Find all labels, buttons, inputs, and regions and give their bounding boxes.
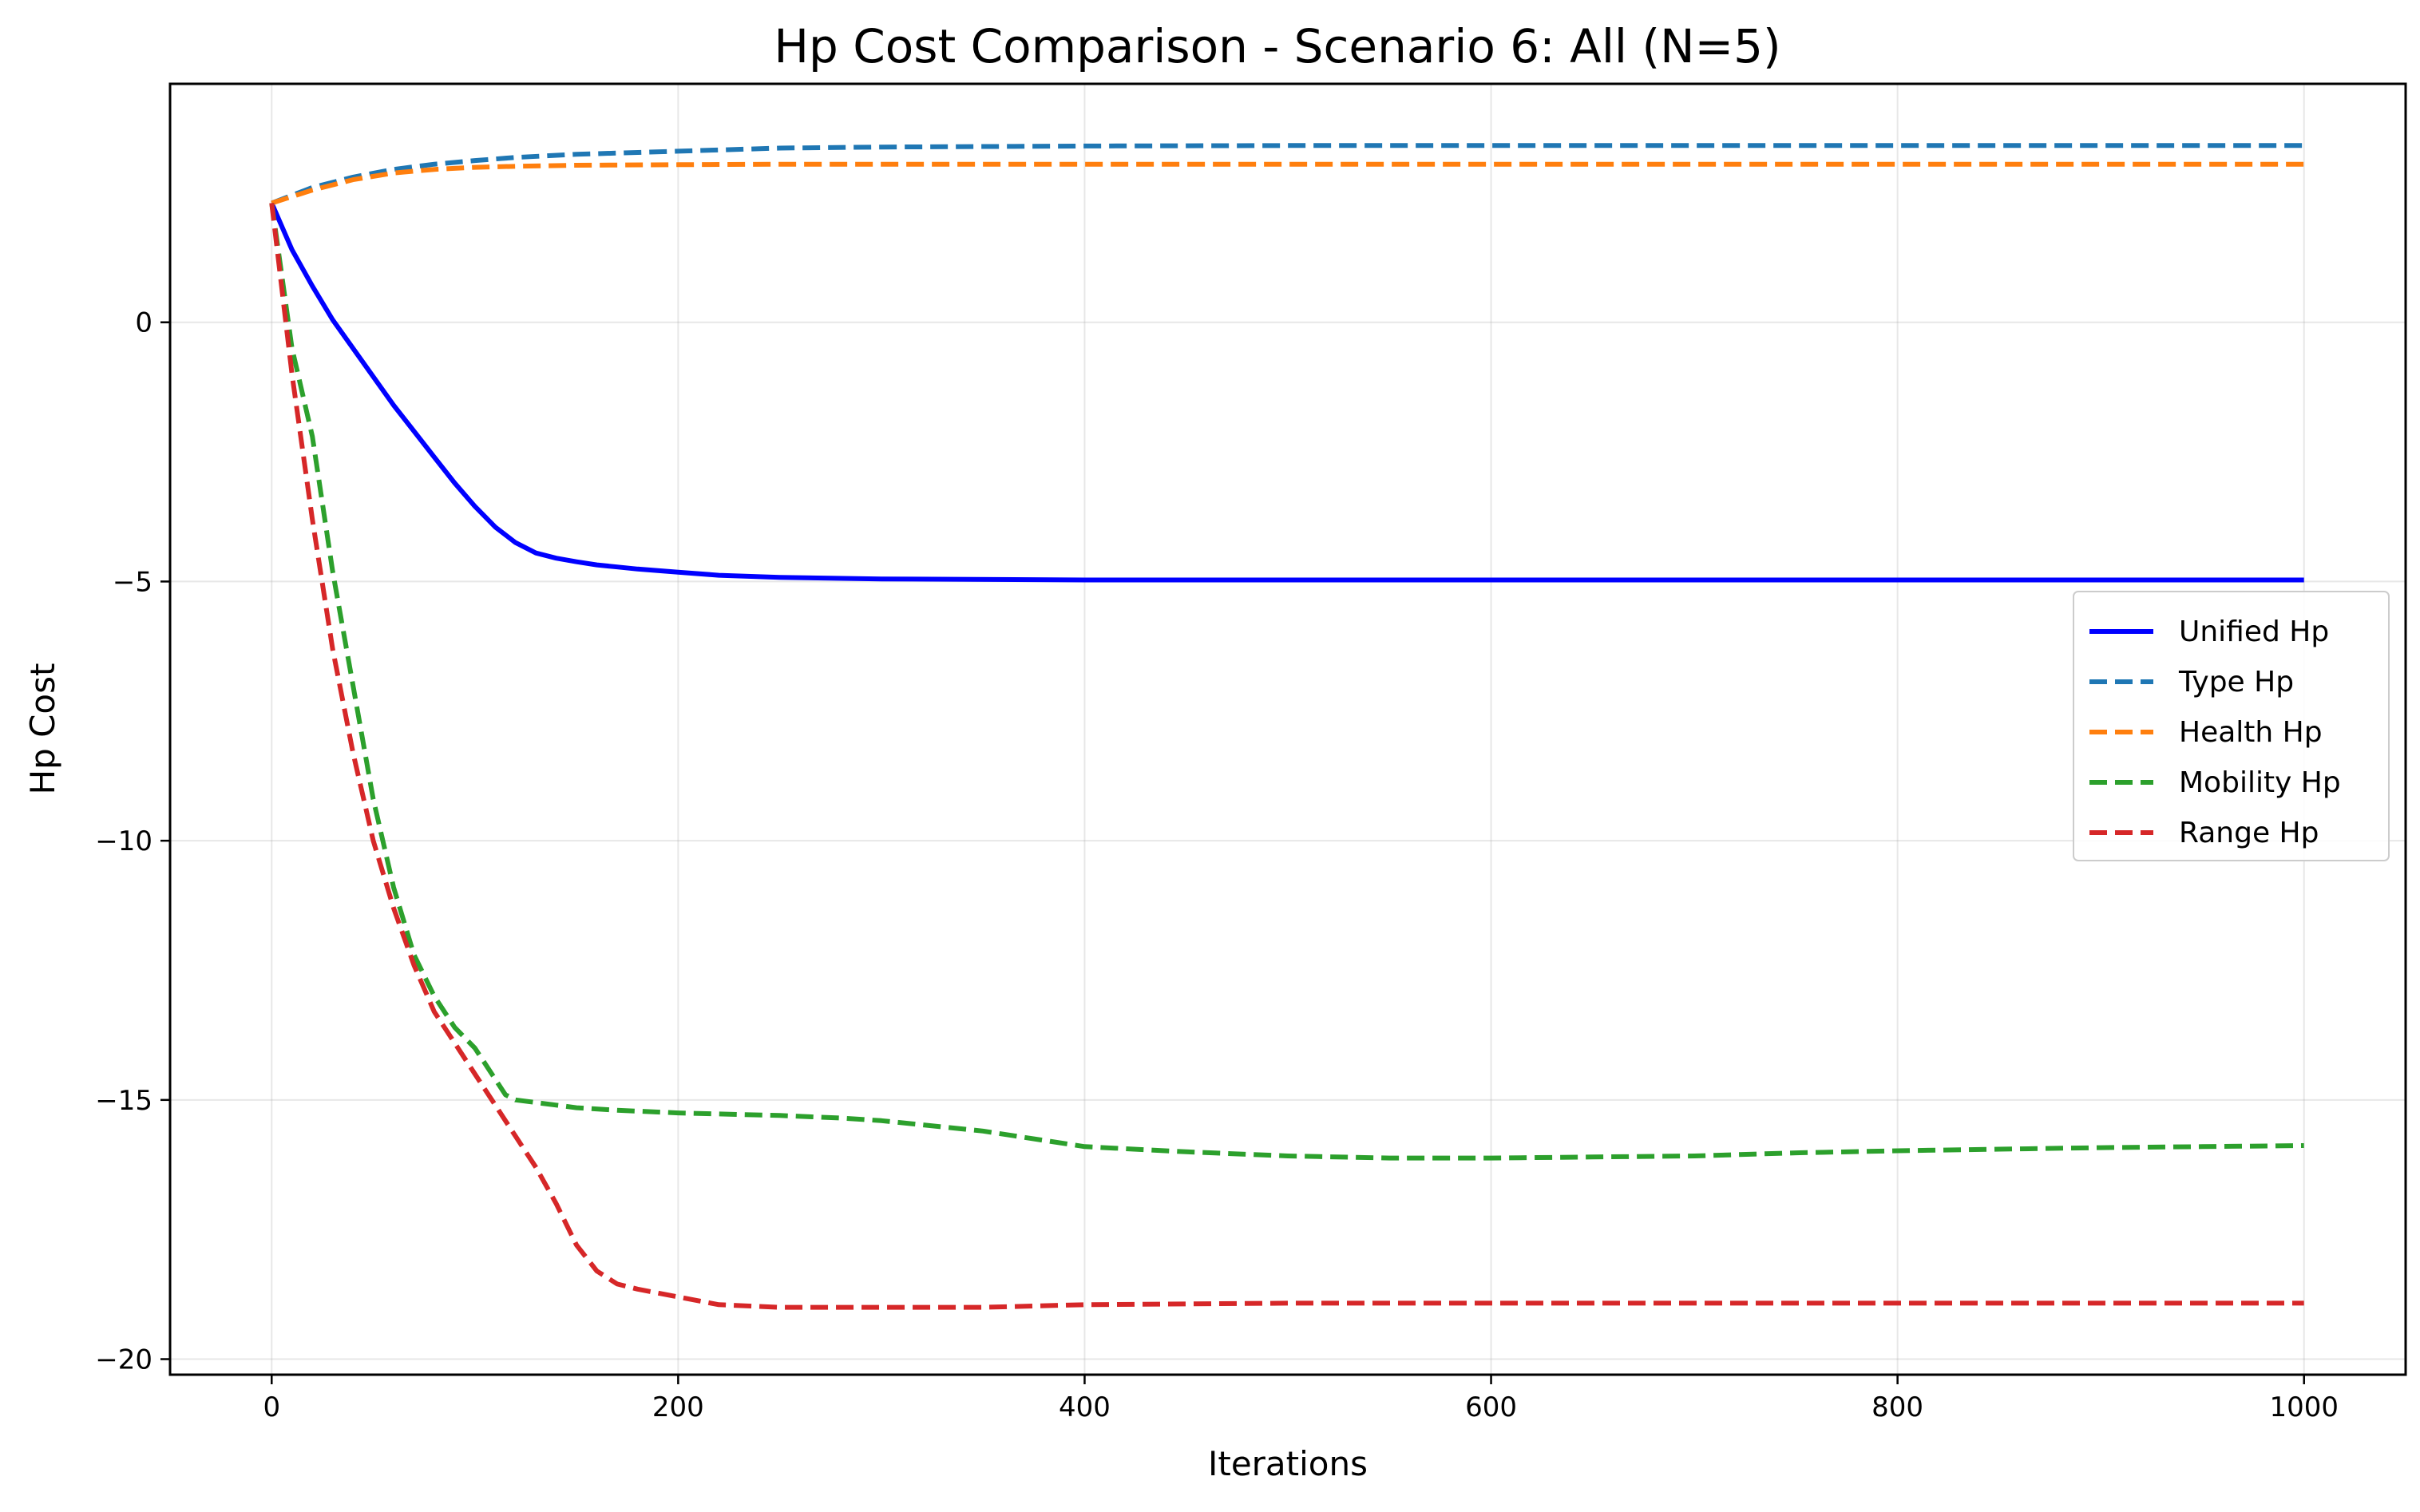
x-tick-label: 200 <box>652 1391 704 1423</box>
legend: Unified Hp Type Hp Health Hp Mobility Hp Ran… <box>2073 591 2390 861</box>
chart-title: Hp Cost Comparison - Scenario 6: All (N=… <box>774 19 1780 73</box>
data-series <box>269 143 2304 1310</box>
y-tick-label: −15 <box>95 1085 152 1117</box>
series-line-health-hp <box>271 161 2304 206</box>
series-line-type-hp <box>271 143 2304 206</box>
x-tick-label: 1000 <box>2269 1391 2339 1423</box>
x-tick-label: 600 <box>1465 1391 1517 1423</box>
series-line-mobility-hp <box>269 202 2304 1161</box>
series-line-unified-hp <box>269 202 2304 583</box>
y-axis-label: Hp Cost <box>23 663 62 795</box>
legend-entry-label: Health Hp <box>2179 716 2323 749</box>
legend-entry-label: Range Hp <box>2179 817 2319 849</box>
legend-box <box>2073 591 2390 861</box>
legend-entry-label: Unified Hp <box>2179 615 2329 648</box>
axis-ticks: 0 200 400 600 800 1000 0 −5 −10 −15 −20 <box>95 307 2339 1423</box>
x-tick-label: 0 <box>263 1391 280 1423</box>
plot-area-frame <box>168 82 2407 1376</box>
x-tick-label: 800 <box>1871 1391 1923 1423</box>
series-line-range-hp <box>269 203 2304 1310</box>
y-tick-label: −20 <box>95 1344 152 1376</box>
y-tick-label: −5 <box>113 566 152 598</box>
y-tick-label: −10 <box>95 825 152 857</box>
y-tick-label: 0 <box>135 307 152 339</box>
x-axis-label: Iterations <box>1208 1444 1368 1483</box>
legend-entry-label: Type Hp <box>2178 666 2294 699</box>
legend-entry-label: Mobility Hp <box>2179 766 2341 799</box>
x-tick-label: 400 <box>1059 1391 1111 1423</box>
